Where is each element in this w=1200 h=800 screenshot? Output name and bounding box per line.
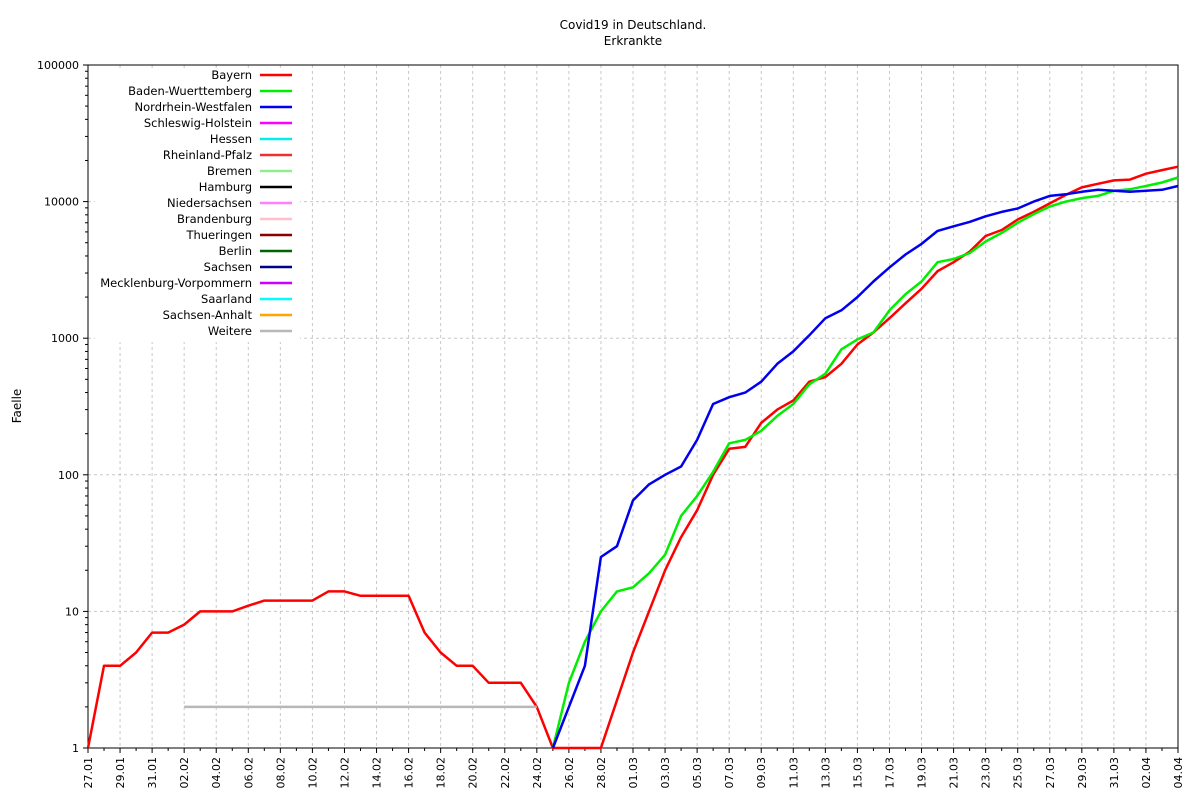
y-tick-label: 10000 [44,196,79,209]
legend-label: Hamburg [199,180,252,194]
x-tick-label: 23.03 [980,757,993,789]
x-tick-label: 20.02 [467,757,480,789]
legend-label: Bayern [211,68,252,82]
x-tick-label: 12.02 [338,757,351,789]
x-tick-label: 01.03 [627,757,640,789]
y-tick-label: 100 [58,469,79,482]
chart-subtitle: Erkrankte [604,34,662,48]
x-tick-label: 31.03 [1108,757,1121,789]
x-tick-label: 05.03 [691,757,704,789]
y-tick-label: 10 [65,605,79,618]
x-tick-label: 15.03 [851,757,864,789]
x-tick-label: 29.03 [1076,757,1089,789]
x-tick-label: 03.03 [659,757,672,789]
x-tick-label: 28.02 [595,757,608,789]
x-tick-label: 29.01 [114,757,127,789]
x-tick-label: 02.04 [1140,757,1153,789]
legend-label: Mecklenburg-Vorpommern [100,276,252,290]
x-tick-label: 24.02 [531,757,544,789]
x-tick-label: 04.02 [210,757,223,789]
y-axis-label: Faelle [10,389,24,424]
x-tick-label: 26.02 [563,757,576,789]
legend-background [95,68,300,342]
legend-label: Schleswig-Holstein [144,116,252,130]
legend-label: Nordrhein-Westfalen [135,100,252,114]
y-axis-ticks: 1 10 100 1000 10000 100000 [37,59,88,755]
legend-label: Thueringen [185,228,252,242]
legend-label: Berlin [219,244,252,258]
legend-label: Hessen [210,132,252,146]
legend-label: Rheinland-Pfalz [163,148,252,162]
legend-label: Baden-Wuerttemberg [128,84,252,98]
x-tick-label: 14.02 [371,757,384,789]
series-line-baden-wuerttemberg [551,176,1179,749]
x-tick-label: 19.03 [916,757,929,789]
legend: Bayern Baden-Wuerttemberg Nordrhein-Westfa… [95,68,300,342]
legend-label: Bremen [207,164,252,178]
legend-label: Sachsen-Anhalt [163,308,253,322]
series-line-bayern [86,165,1179,750]
x-tick-label: 13.03 [819,757,832,789]
x-tick-label: 27.01 [82,757,95,789]
x-tick-label: 27.03 [1044,757,1057,789]
legend-label: Brandenburg [177,212,252,226]
chart-title: Covid19 in Deutschland. [560,18,707,32]
x-tick-label: 09.03 [755,757,768,789]
x-tick-label: 02.02 [178,757,191,789]
legend-label: Niedersachsen [167,196,252,210]
x-tick-label: 08.02 [274,757,287,789]
plot-series [86,165,1179,750]
legend-label: Sachsen [204,260,252,274]
x-tick-label: 22.02 [499,757,512,789]
x-tick-label: 04.04 [1172,757,1185,789]
series-line-nordrhein-westfalen [551,184,1179,749]
x-tick-label: 31.01 [146,757,159,789]
legend-label: Weitere [208,324,252,338]
y-tick-label: 100000 [37,59,79,72]
y-tick-label: 1000 [51,332,79,345]
x-axis-ticks: 27.01 29.01 31.01 02.02 04.02 06.02 08.02 10.02… [82,748,1185,789]
x-tick-label: 10.02 [306,757,319,789]
x-tick-label: 18.02 [435,757,448,789]
x-tick-label: 21.03 [948,757,961,789]
legend-label: Saarland [201,292,252,306]
x-tick-label: 06.02 [242,757,255,789]
x-tick-label: 17.03 [883,757,896,789]
x-tick-label: 16.02 [403,757,416,789]
x-tick-label: 25.03 [1012,757,1025,789]
y-tick-label: 1 [72,742,79,755]
x-tick-label: 07.03 [723,757,736,789]
x-tick-label: 11.03 [787,757,800,789]
